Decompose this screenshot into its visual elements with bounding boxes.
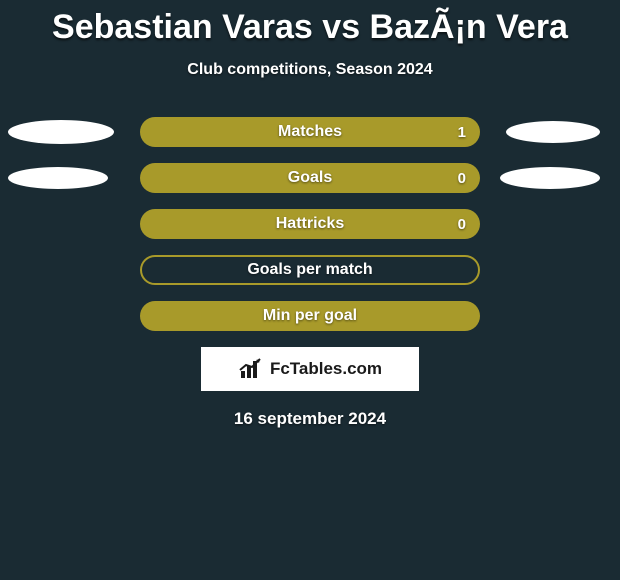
stat-bar bbox=[140, 117, 480, 147]
page-title: Sebastian Varas vs BazÃ¡n Vera bbox=[0, 0, 620, 47]
bar-wrap: Hattricks0 bbox=[140, 209, 480, 239]
stats-container: Matches1 Goals0 Hattricks0 Goals per match M… bbox=[0, 117, 620, 331]
stat-row: Goals per match bbox=[0, 255, 620, 285]
stat-bar bbox=[140, 255, 480, 285]
stat-row: Min per goal bbox=[0, 301, 620, 331]
right-ellipse bbox=[506, 121, 600, 143]
left-ellipse bbox=[8, 167, 108, 189]
right-ellipse bbox=[500, 167, 600, 189]
bar-wrap: Matches1 bbox=[140, 117, 480, 147]
page-subtitle: Club competitions, Season 2024 bbox=[0, 61, 620, 79]
bar-wrap: Min per goal bbox=[140, 301, 480, 331]
stat-row: Matches1 bbox=[0, 117, 620, 147]
stat-row: Goals0 bbox=[0, 163, 620, 193]
bar-wrap: Goals0 bbox=[140, 163, 480, 193]
stat-row: Hattricks0 bbox=[0, 209, 620, 239]
stat-bar bbox=[140, 163, 480, 193]
logo-box: FcTables.com bbox=[201, 347, 419, 391]
bar-wrap: Goals per match bbox=[140, 255, 480, 285]
stat-bar bbox=[140, 209, 480, 239]
date-line: 16 september 2024 bbox=[0, 409, 620, 429]
left-ellipse bbox=[8, 120, 114, 144]
chart-icon bbox=[238, 358, 264, 380]
logo-text: FcTables.com bbox=[270, 359, 382, 379]
stat-bar bbox=[140, 301, 480, 331]
